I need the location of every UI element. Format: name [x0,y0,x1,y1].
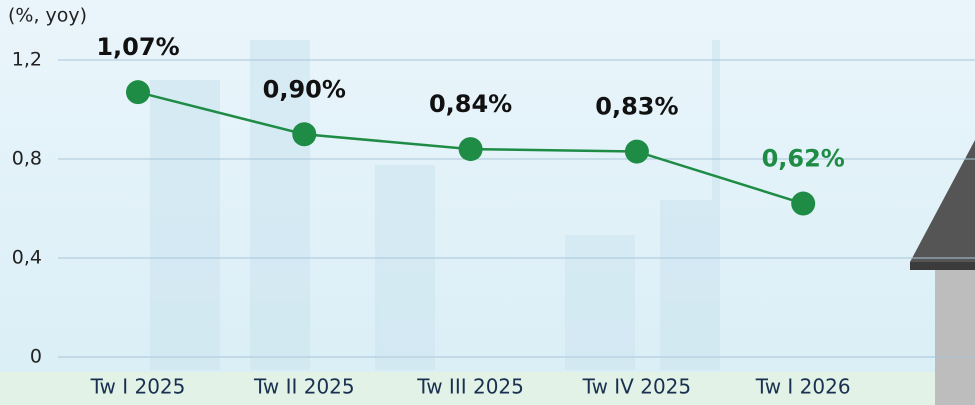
point [126,80,150,105]
house [910,140,975,405]
value-label: 0,83% [595,93,678,121]
y-axis-label: (%, yoy) [8,5,87,27]
y-tick-label: 0,8 [12,148,42,170]
y-tick-label: 0 [30,346,42,368]
x-tick-label: Tw I 2026 [755,375,851,399]
value-label: 0,90% [263,75,346,103]
y-tick-label: 0,4 [12,247,42,269]
value-label: 0,84% [429,90,512,118]
point [791,191,816,216]
city-silhouette [150,40,720,370]
point [458,137,483,162]
y-tick-label: 1,2 [12,49,42,71]
x-tick-label: Tw IV 2025 [582,375,691,399]
point [292,122,317,147]
ground [0,372,975,405]
x-tick-label: Tw III 2025 [416,375,524,399]
point [624,139,649,164]
x-tick-label: Tw I 2025 [90,375,186,399]
value-label: 1,07% [96,33,179,61]
value-label: 0,62% [762,145,845,173]
x-tick-label: Tw II 2025 [253,375,355,399]
